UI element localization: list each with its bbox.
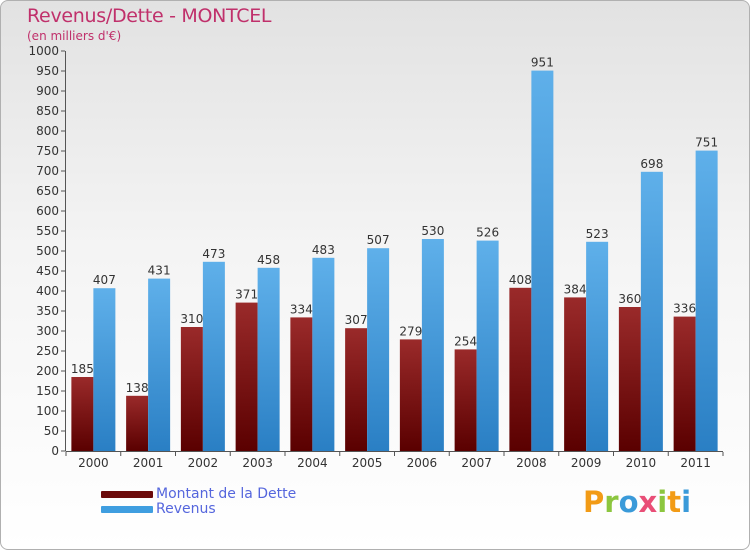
bar-revenus [640,171,663,452]
data-label-revenus: 483 [312,243,335,257]
bar-debt [126,395,149,451]
y-tick-label: 850 [36,104,59,118]
bar-debt [399,339,422,451]
bar-revenus [148,278,171,451]
chart-subtitle: (en milliers d'€) [27,29,122,43]
x-tick-label: 2003 [242,456,273,470]
y-tick-label: 600 [36,204,59,218]
data-label-debt: 334 [290,302,313,316]
data-label-revenus: 751 [695,136,718,150]
legend-swatch-debt [101,491,153,498]
data-label-revenus: 951 [531,56,554,70]
bar-debt [180,327,203,451]
legend-label-debt: Montant de la Dette [156,486,297,502]
data-label-revenus: 407 [93,273,116,287]
bar-debt [564,297,587,451]
data-label-revenus: 523 [586,227,609,241]
bar-debt [673,316,696,451]
data-label-revenus: 431 [148,264,171,278]
y-tick-label: 450 [36,264,59,278]
y-tick-label: 50 [44,424,59,438]
y-tick-label: 200 [36,364,59,378]
y-tick-label: 300 [36,324,59,338]
chart-title: Revenus/Dette - MONTCEL [27,5,272,27]
y-tick-label: 100 [36,404,59,418]
x-tick-label: 2004 [297,456,328,470]
data-label-revenus: 458 [257,253,280,267]
y-tick-label: 350 [36,304,59,318]
y-tick-label: 0 [51,444,59,458]
x-tick-label: 2005 [352,456,383,470]
x-tick-label: 2006 [407,456,438,470]
x-tick-label: 2009 [571,456,602,470]
bar-debt [509,287,532,451]
y-tick-label: 650 [36,184,59,198]
x-tick-label: 2002 [188,456,219,470]
bar-revenus [695,150,718,451]
bar-debt [71,377,94,451]
bar-debt [235,302,258,451]
bar-revenus [476,240,499,451]
data-label-debt: 307 [345,313,368,327]
y-tick-label: 500 [36,244,59,258]
bar-debt [345,328,368,451]
x-tick-label: 2011 [680,456,711,470]
bar-revenus [586,241,609,451]
data-labels: 185 407 138 431 310 473 371 458 334 483 307 507 279 5… [71,56,718,395]
data-label-debt: 371 [235,288,258,302]
proxiti-logo: Proxiti [583,485,692,519]
y-tick-label: 950 [36,64,59,78]
y-tick-label: 250 [36,344,59,358]
x-tick-label: 2001 [133,456,164,470]
axes: 0 50 100 150 200 250 300 350 400 450 500 550 600 650 7… [28,44,724,470]
x-tick-label: 2008 [516,456,547,470]
y-tick-label: 900 [36,84,59,98]
bar-revenus [531,70,554,451]
x-tick-label: 2010 [626,456,657,470]
bar-revenus [367,248,390,451]
data-label-revenus: 473 [202,247,225,261]
data-label-debt: 310 [180,312,203,326]
bar-revenus [257,267,280,451]
data-label-debt: 138 [126,381,149,395]
data-label-debt: 384 [564,282,587,296]
y-tick-label: 550 [36,224,59,238]
data-label-debt: 336 [673,302,696,316]
x-tick-label: 2007 [461,456,492,470]
data-label-debt: 360 [618,292,641,306]
y-tick-label: 700 [36,164,59,178]
bar-revenus [421,239,444,451]
data-label-debt: 279 [399,324,422,338]
data-label-revenus: 507 [367,233,390,247]
data-label-debt: 408 [509,273,532,287]
x-tick-label: 2000 [78,456,109,470]
data-label-debt: 254 [454,334,477,348]
bar-revenus [312,257,335,451]
bar-debt [454,349,477,451]
y-tick-label: 150 [36,384,59,398]
data-label-revenus: 698 [640,157,663,171]
y-tick-label: 1000 [28,44,59,58]
bar-debt [618,307,641,451]
data-label-revenus: 526 [476,226,499,240]
y-tick-label: 800 [36,124,59,138]
y-tick-label: 750 [36,144,59,158]
data-label-debt: 185 [71,362,94,376]
bars [71,70,718,452]
legend-label-revenus: Revenus [156,501,216,517]
y-tick-label: 400 [36,284,59,298]
bar-debt [290,317,313,451]
bar-revenus [93,288,116,451]
bar-revenus [202,261,225,451]
data-label-revenus: 530 [421,224,444,238]
legend-swatch-revenus [101,506,153,513]
